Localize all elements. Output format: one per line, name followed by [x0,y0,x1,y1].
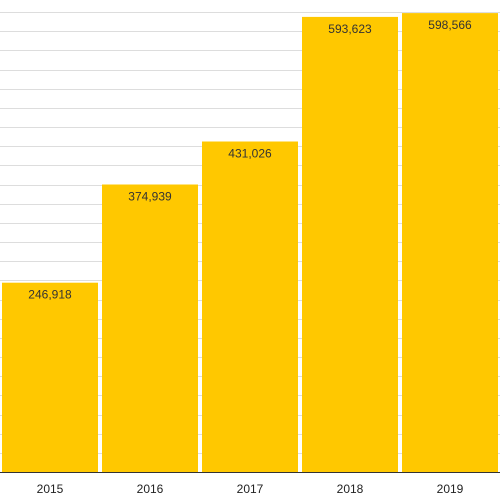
bar-2015 [2,282,98,472]
x-tick-label-2017: 2017 [237,482,264,496]
bar-2017 [202,141,298,472]
value-label-2017: 431,026 [228,147,272,161]
value-label-2016: 374,939 [128,190,172,204]
bars [2,13,498,473]
x-tick-label-2015: 2015 [37,482,64,496]
bar-2016 [102,184,198,472]
bar-2019 [402,13,498,472]
value-label-2019: 598,566 [428,18,472,32]
x-tick-label-2019: 2019 [437,482,464,496]
x-tick-label-2018: 2018 [337,482,364,496]
x-tick-labels: 2015 2016 2017 2018 2019 [37,482,464,496]
value-label-2015: 246,918 [28,288,72,302]
value-label-2018: 593,623 [328,22,372,36]
bar-2018 [302,16,398,473]
value-labels: 246,918 374,939 431,026 593,623 598,566 [28,18,472,302]
x-tick-label-2016: 2016 [137,482,164,496]
